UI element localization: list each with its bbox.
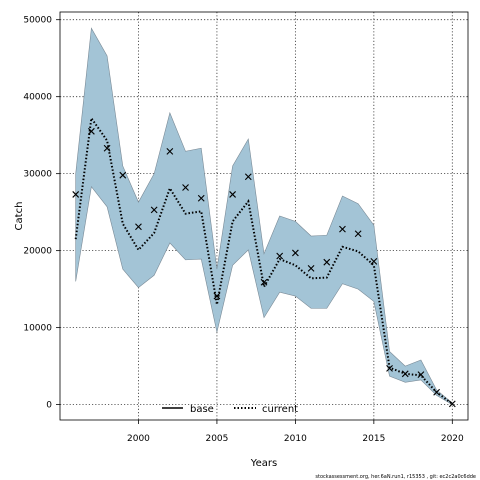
y-tick-label: 10000 (23, 324, 52, 334)
legend-label-current: current (262, 404, 298, 415)
y-tick-label: 30000 (23, 170, 52, 180)
data-point-base (213, 292, 221, 300)
data-point-base (370, 258, 378, 265)
plot-frame (59, 11, 469, 421)
data-point-base (244, 173, 252, 181)
grid (60, 12, 468, 420)
y-tick-label: 50000 (23, 16, 52, 26)
x-tick-label: 2010 (284, 434, 307, 444)
data-point-base (260, 278, 268, 286)
x-axis-title: Years (250, 458, 277, 469)
data-point-base (401, 370, 409, 378)
legend-label-base: base (190, 404, 214, 415)
data-point-base (448, 400, 456, 408)
y-axis: 0 10000 20000 30000 40000 50000 (23, 16, 60, 411)
data-point-base (119, 171, 127, 179)
series-points-base (72, 127, 456, 408)
data-point-base (150, 206, 158, 214)
data-point-base (354, 230, 362, 238)
data-point-base (166, 147, 174, 155)
legend: base current (162, 404, 298, 415)
x-tick-label: 2000 (127, 434, 150, 444)
x-tick-label: 2005 (205, 434, 228, 444)
x-axis: 2000 2005 2010 2015 2020 (127, 420, 464, 444)
data-point-base (87, 127, 95, 135)
data-point-base (291, 249, 299, 257)
x-tick-label: 2020 (441, 434, 464, 444)
data-point-base (229, 191, 237, 198)
data-point-base (135, 223, 142, 231)
data-point-base (307, 264, 315, 272)
data-point-base (103, 144, 111, 152)
x-tick-label: 2015 (362, 434, 385, 444)
data-point-base (339, 225, 346, 233)
data-point-base (182, 184, 189, 191)
data-point-base (433, 388, 441, 396)
data-point-base (276, 252, 284, 260)
data-point-base (197, 194, 205, 202)
y-tick-label: 0 (46, 401, 52, 411)
y-axis-title: Catch (14, 202, 25, 231)
data-point-base (323, 258, 331, 266)
source-caption: stockassessment.org, her.6aN.run1, r1535… (315, 474, 476, 480)
data-point-base (72, 191, 80, 198)
confidence-band-current (75, 27, 453, 406)
data-point-base (417, 371, 425, 378)
y-tick-label: 20000 (23, 247, 52, 257)
y-tick-label: 40000 (23, 93, 52, 103)
data-point-base (386, 365, 393, 372)
